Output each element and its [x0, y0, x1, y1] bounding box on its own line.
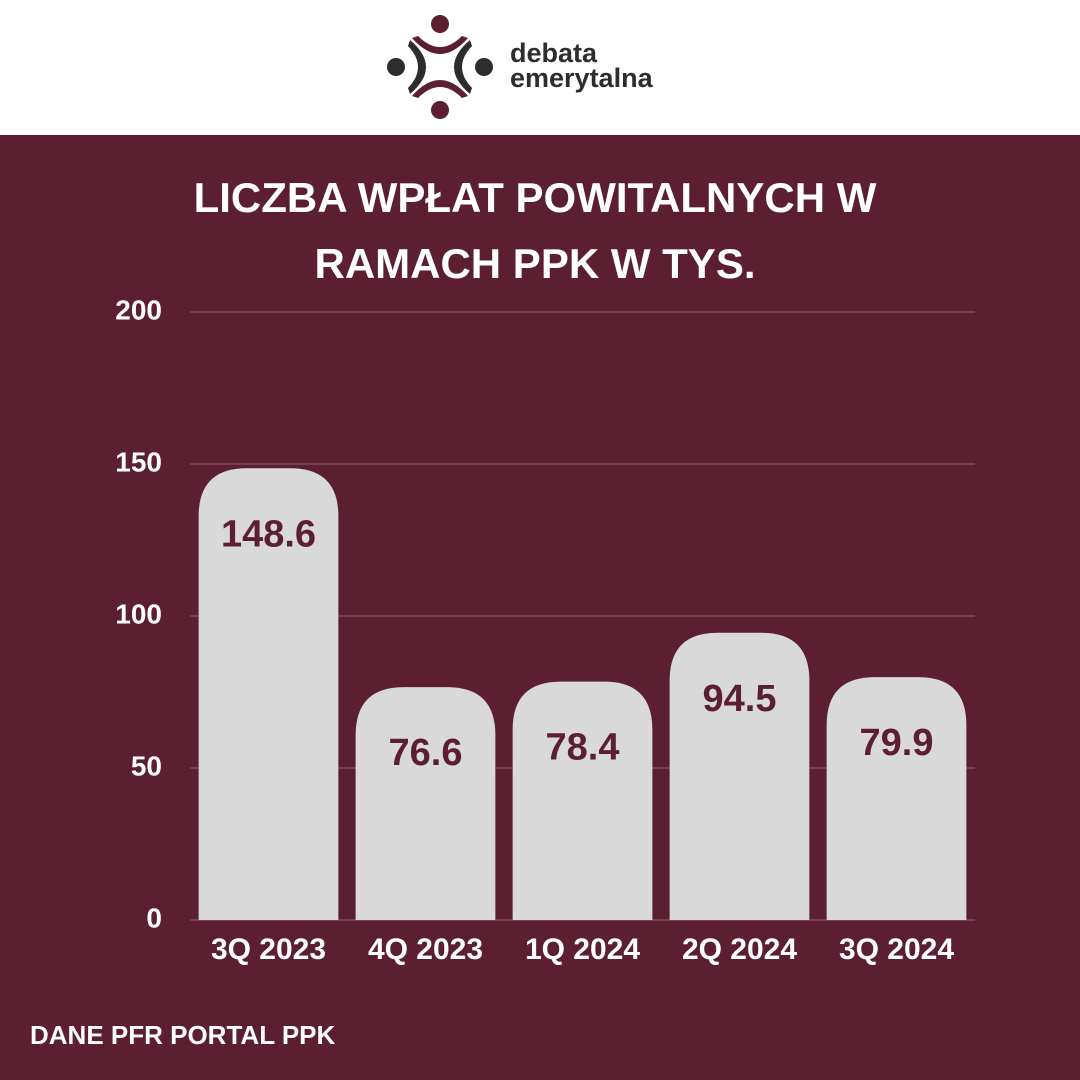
value-label: 94.5 [703, 678, 777, 720]
value-label: 79.9 [860, 722, 934, 764]
bar [512, 681, 653, 920]
x-tick-label: 4Q 2023 [368, 933, 483, 966]
y-tick-label: 100 [115, 598, 162, 629]
logo: debata emerytalna [387, 15, 654, 119]
source: DANE PFR PORTAL PPK [30, 1020, 336, 1050]
bar [355, 687, 496, 920]
y-tick-label: 50 [131, 750, 162, 781]
logo-text: emerytalna [510, 63, 654, 93]
bar [826, 677, 967, 920]
x-tick-label: 2Q 2024 [682, 933, 797, 966]
bar [669, 632, 810, 920]
y-tick-label: 200 [115, 294, 162, 325]
value-label: 76.6 [389, 732, 463, 774]
value-label: 148.6 [221, 513, 316, 555]
x-tick-label: 3Q 2023 [211, 933, 326, 966]
x-tick-label: 3Q 2024 [839, 933, 954, 966]
logo-text: debata [510, 38, 598, 68]
x-tick-label: 1Q 2024 [525, 933, 640, 966]
value-label: 78.4 [546, 727, 620, 769]
header: debata emerytalna [0, 0, 1080, 135]
chart-title: LICZBA WPŁAT POWITALNYCH W RAMACH PPK W … [193, 174, 877, 287]
bar [198, 468, 339, 920]
y-tick-label: 0 [146, 902, 162, 933]
y-tick-label: 150 [115, 446, 162, 477]
